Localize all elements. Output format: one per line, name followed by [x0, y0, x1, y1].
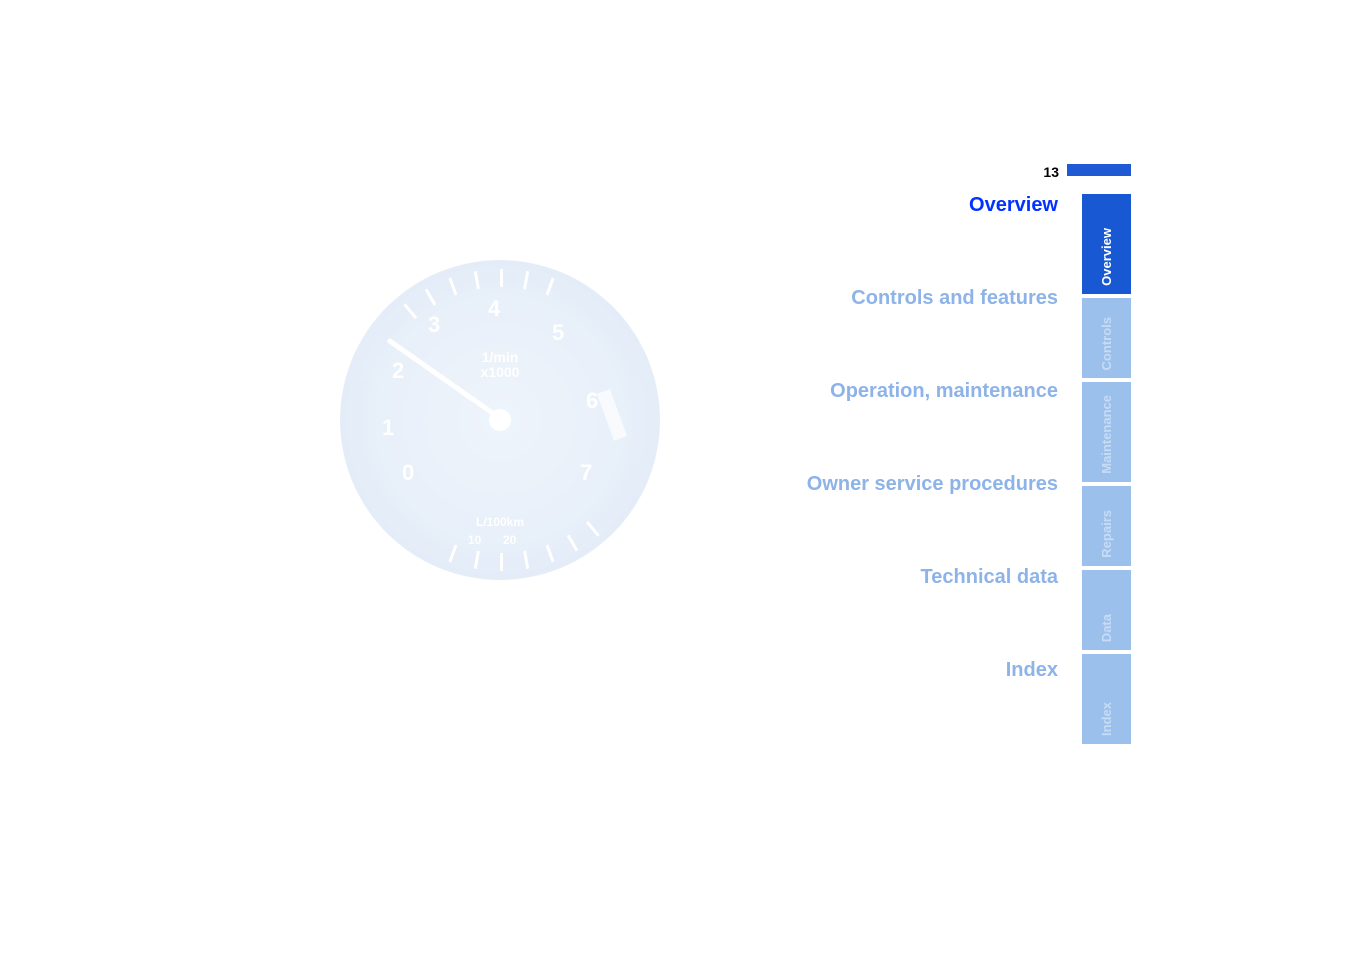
- tab-repairs[interactable]: Repairs: [1082, 486, 1131, 566]
- tab-data[interactable]: Data: [1082, 570, 1131, 650]
- page-number: 13: [1043, 164, 1059, 180]
- tab-overview[interactable]: Overview: [1082, 194, 1131, 294]
- tab-controls[interactable]: Controls: [1082, 298, 1131, 378]
- manual-page: 13 1/min x1000 L/100km 10 20 01234567 Ov…: [0, 0, 1351, 954]
- section-index[interactable]: Index: [0, 659, 1058, 682]
- thumb-tabs: Overview Controls Maintenance Repairs Da…: [1082, 194, 1131, 748]
- section-overview[interactable]: Overview: [0, 194, 1058, 217]
- section-controls[interactable]: Controls and features: [0, 287, 1058, 310]
- section-list: Overview Controls and features Operation…: [0, 194, 1058, 752]
- page-number-bar: [1067, 164, 1131, 176]
- section-repairs[interactable]: Owner service procedures: [0, 473, 1058, 496]
- tab-maintenance[interactable]: Maintenance: [1082, 382, 1131, 482]
- tab-index[interactable]: Index: [1082, 654, 1131, 744]
- section-maintenance[interactable]: Operation, maintenance: [0, 380, 1058, 403]
- section-data[interactable]: Technical data: [0, 566, 1058, 589]
